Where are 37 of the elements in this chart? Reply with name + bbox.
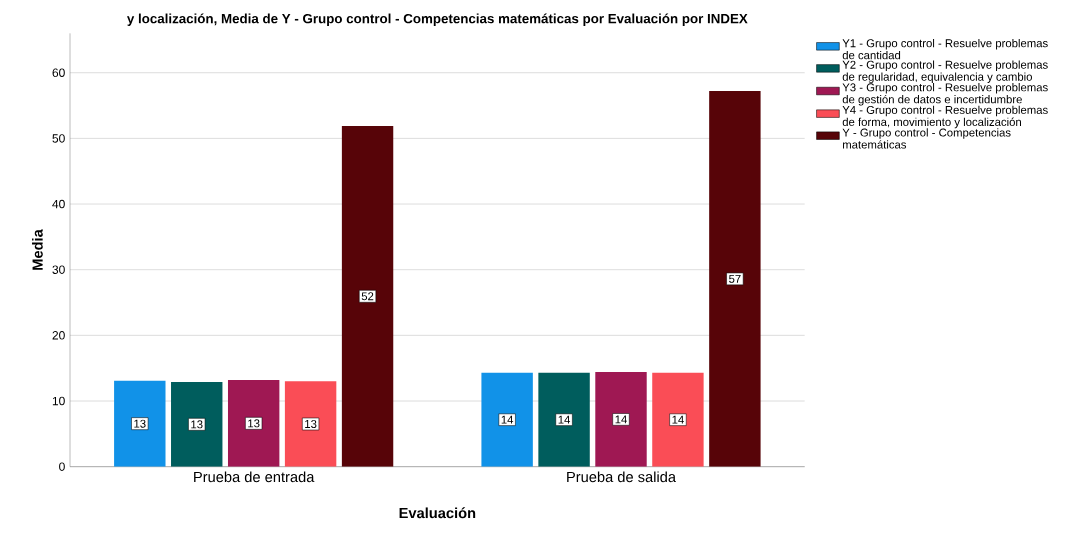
y-tick-label: 0 <box>59 462 65 471</box>
data-label: 14 <box>558 415 571 424</box>
y-tick-label: 60 <box>52 68 65 77</box>
bar <box>652 372 704 467</box>
data-label: 57 <box>729 274 741 283</box>
chart-title: y localización, Media de Y - Grupo control - Competencias matemáticas por Evaluación por INDEX <box>127 13 748 26</box>
bar <box>709 91 761 467</box>
y-tick-label: 20 <box>52 331 65 340</box>
data-label: 13 <box>191 420 203 429</box>
bar <box>284 381 337 467</box>
bar <box>341 125 394 467</box>
legend-label: Y3 - Grupo control - Resuelve problemas de gestión de datos e incertidumbre <box>842 83 1048 106</box>
bar <box>114 380 166 467</box>
data-label: 13 <box>248 419 260 428</box>
bar <box>227 380 280 467</box>
bar <box>538 372 590 467</box>
data-label: 14 <box>501 415 514 424</box>
data-label: 14 <box>615 415 627 424</box>
bar <box>595 372 647 467</box>
y-tick-label: 10 <box>52 396 65 406</box>
legend-label: Y - Grupo control - Competencias matemáticas <box>842 128 1011 149</box>
bar <box>481 372 533 467</box>
data-label: 52 <box>361 292 374 301</box>
y-tick-label: 30 <box>52 265 65 274</box>
legend-label: Y4 - Grupo control - Resuelve problemas de forma, movimiento y localización <box>842 105 1048 129</box>
x-tick-label: Prueba de salida <box>567 471 677 483</box>
x-tick-label: Prueba de entrada <box>194 471 315 483</box>
y-tick-label: 50 <box>52 134 65 143</box>
data-label: 13 <box>305 419 317 428</box>
legend-label: Y2 - Grupo control - Resuelve problemas de regularidad, equivalencia y cambio <box>842 60 1048 83</box>
bar <box>171 381 223 467</box>
data-label: 13 <box>134 419 146 428</box>
legend-label: Y1 - Grupo control - Resuelve problemas de cantidad <box>842 38 1048 60</box>
y-tick-label: 40 <box>52 199 65 209</box>
x-axis-title: Evaluación <box>399 507 476 519</box>
data-label: 14 <box>672 415 684 424</box>
y-axis-title: Media <box>32 229 43 270</box>
